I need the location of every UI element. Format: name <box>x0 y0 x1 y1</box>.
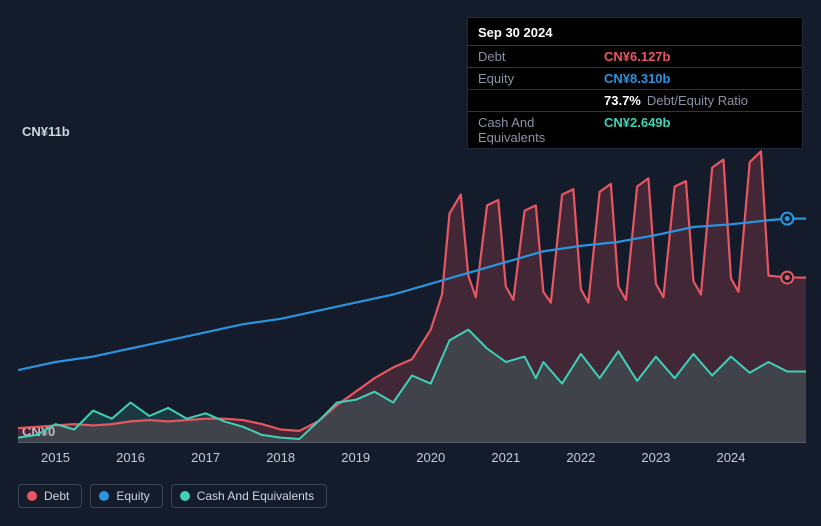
tooltip-row-value: CN¥6.127b <box>604 49 670 64</box>
x-axis-label: 2023 <box>641 450 670 465</box>
x-axis-label: 2018 <box>266 450 295 465</box>
tooltip-row-value: CN¥2.649b <box>604 115 670 145</box>
tooltip-row-label: Equity <box>478 71 604 86</box>
tooltip-date: Sep 30 2024 <box>468 22 802 45</box>
x-axis-label: 2016 <box>116 450 145 465</box>
x-axis-label: 2022 <box>566 450 595 465</box>
tooltip-row: DebtCN¥6.127b <box>468 45 802 67</box>
tooltip-rows: DebtCN¥6.127bEquityCN¥8.310b73.7%Debt/Eq… <box>468 45 802 148</box>
x-axis-label: 2021 <box>491 450 520 465</box>
x-axis-label: 2019 <box>341 450 370 465</box>
tooltip-row-label <box>478 93 604 108</box>
legend-dot-icon <box>99 491 109 501</box>
tooltip-row-value: CN¥8.310b <box>604 71 670 86</box>
tooltip-row-label: Debt <box>478 49 604 64</box>
legend: Debt Equity Cash And Equivalents <box>18 484 327 508</box>
legend-item-equity[interactable]: Equity <box>90 484 162 508</box>
y-axis-top-label: CN¥11b <box>22 124 70 139</box>
x-axis-label: 2015 <box>41 450 70 465</box>
chart-plot <box>18 146 806 443</box>
legend-dot-icon <box>180 491 190 501</box>
legend-item-label: Debt <box>44 489 69 503</box>
x-axis-label: 2024 <box>716 450 745 465</box>
legend-item-label: Equity <box>116 489 149 503</box>
x-axis-label: 2017 <box>191 450 220 465</box>
chart-tooltip: Sep 30 2024 DebtCN¥6.127bEquityCN¥8.310b… <box>467 17 803 149</box>
legend-item-label: Cash And Equivalents <box>197 489 314 503</box>
legend-item-debt[interactable]: Debt <box>18 484 82 508</box>
marker-debt <box>781 272 793 284</box>
tooltip-row: 73.7% Debt/Equity Ratio <box>468 89 802 111</box>
tooltip-row-extra: Debt/Equity Ratio <box>647 93 748 108</box>
marker-equity <box>781 213 793 225</box>
tooltip-row-value: 73.7% <box>604 93 641 108</box>
legend-dot-icon <box>27 491 37 501</box>
tooltip-row-label: Cash And Equivalents <box>478 115 604 145</box>
x-axis-label: 2020 <box>416 450 445 465</box>
legend-item-cash-and-equivalents[interactable]: Cash And Equivalents <box>171 484 327 508</box>
tooltip-row: Cash And EquivalentsCN¥2.649b <box>468 111 802 148</box>
tooltip-row: EquityCN¥8.310b <box>468 67 802 89</box>
